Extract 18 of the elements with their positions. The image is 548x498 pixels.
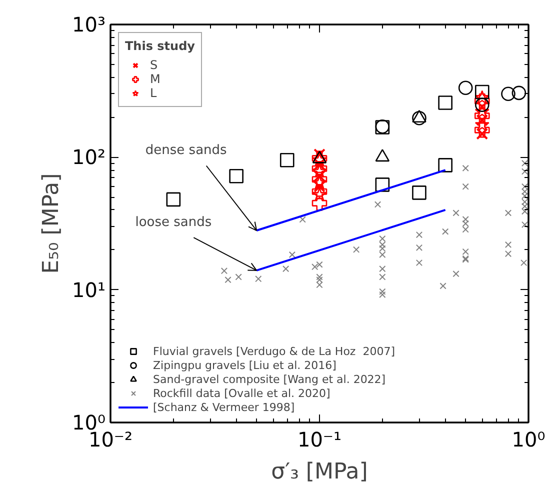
y-tick-label: 10³: [72, 12, 106, 36]
x-axis-title: σ′₃ [MPa]: [271, 460, 368, 484]
legend-title: This study: [125, 39, 195, 53]
y-tick-label: 10¹: [72, 278, 106, 302]
legend-label: [Schanz & Vermeer 1998]: [153, 400, 295, 414]
legend-label: Sand-gravel composite [Wang et al. 2022]: [153, 372, 386, 386]
legend-label: Fluvial gravels [Verdugo & de La Hoz 2007]: [153, 344, 395, 358]
legend-label: Rockfill data [Ovalle et al. 2020]: [153, 386, 330, 400]
legend-label: S: [150, 58, 159, 72]
legend-label: Zipingpu gravels [Liu et al. 2016]: [153, 358, 336, 372]
x-tick-label: 10⁻¹: [297, 428, 342, 452]
annotation: loose sands: [135, 214, 212, 230]
y-axis-title: E₅₀ [MPa]: [39, 173, 64, 274]
legend-label: L: [150, 86, 158, 100]
y-tick-label: 10²: [72, 145, 106, 170]
legend-label: M: [150, 72, 162, 86]
annotation: dense sands: [145, 143, 228, 158]
x-tick-label: 10⁰: [512, 428, 546, 452]
